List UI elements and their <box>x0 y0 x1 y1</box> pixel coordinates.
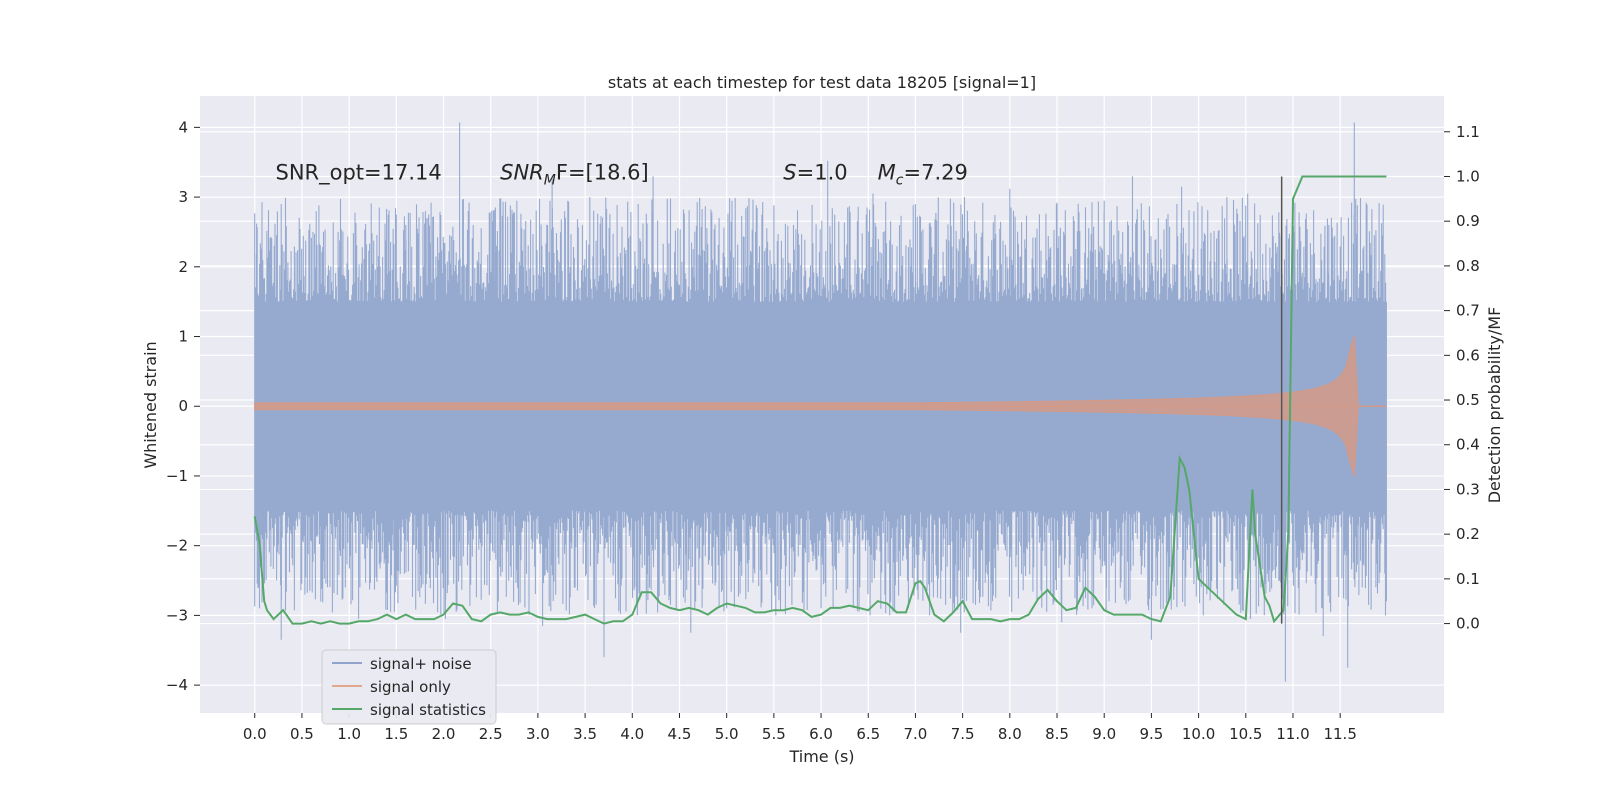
y-right-tick-label-3: 0.3 <box>1456 480 1480 498</box>
x-tick-label-0: 0.0 <box>243 725 267 743</box>
y-right-tick-label-1: 0.1 <box>1456 570 1480 588</box>
y-right-tick-label-7: 0.7 <box>1456 302 1480 320</box>
x-tick-label-11: 5.5 <box>762 725 786 743</box>
annotation-1-tail: F=[18.6] <box>556 161 649 185</box>
x-axis-label: Time (s) <box>788 747 854 766</box>
x-tick-label-22: 11.0 <box>1276 725 1309 743</box>
x-tick-label-23: 11.5 <box>1323 725 1356 743</box>
y-axis-label-right: Detection probability/MF <box>1485 307 1504 504</box>
y-right-tick-label-10: 1.0 <box>1456 167 1480 185</box>
annotation-1: SNRMF=[18.6] <box>500 161 649 189</box>
y-axis-label-left: Whitened strain <box>141 341 160 468</box>
y-right-tick-label-0: 0.0 <box>1456 615 1480 633</box>
y-tick-label-4: 0 <box>178 397 188 415</box>
x-tick-label-21: 10.5 <box>1229 725 1262 743</box>
x-tick-label-15: 7.5 <box>951 725 975 743</box>
y-tick-label-6: 2 <box>178 258 188 276</box>
annotation-3-main: M <box>878 161 896 185</box>
x-tick-label-13: 6.5 <box>856 725 880 743</box>
legend-label-signal: signal only <box>370 678 451 696</box>
y-axis-left: −4 −3 −2 −1 0 1 2 3 4 <box>166 118 200 694</box>
annotations: SNR_opt=17.14 SNRMF=[18.6] S=1.0 Mc=7.29 <box>276 161 968 189</box>
x-tick-label-1: 0.5 <box>290 725 314 743</box>
x-tick-label-6: 3.0 <box>526 725 550 743</box>
legend: signal+ noise signal only signal statist… <box>321 649 497 725</box>
annotation-2-main: S <box>783 161 796 185</box>
x-tick-label-7: 3.5 <box>573 725 597 743</box>
y-right-tick-label-9: 0.9 <box>1456 212 1480 230</box>
annotation-2: S=1.0 <box>783 161 847 185</box>
x-tick-label-17: 8.5 <box>1045 725 1069 743</box>
y-right-tick-label-4: 0.4 <box>1456 436 1480 454</box>
y-right-tick-label-11: 1.1 <box>1456 123 1480 141</box>
y-axis-right: 0.0 0.1 0.2 0.3 0.4 0.5 0.6 0.7 0.8 0.9 1.0 1.1 <box>1444 123 1480 633</box>
x-tick-label-19: 9.5 <box>1139 725 1163 743</box>
x-tick-label-3: 1.5 <box>384 725 408 743</box>
x-tick-label-10: 5.0 <box>715 725 739 743</box>
annotation-3-tail: =7.29 <box>904 161 968 185</box>
statistics-line <box>253 175 1387 625</box>
annotation-3: Mc=7.29 <box>878 161 968 189</box>
legend-label-stat: signal statistics <box>370 701 486 719</box>
annotation-2-tail: =1.0 <box>797 161 848 185</box>
y-right-tick-label-6: 0.6 <box>1456 346 1480 364</box>
legend-box <box>321 649 497 725</box>
x-tick-label-5: 2.5 <box>479 725 503 743</box>
y-tick-label-5: 1 <box>178 328 188 346</box>
legend-label-noise: signal+ noise <box>370 655 472 673</box>
x-tick-label-2: 1.0 <box>337 725 361 743</box>
annotation-1-main: SNR <box>500 161 544 185</box>
x-tick-label-12: 6.0 <box>809 725 833 743</box>
y-tick-label-2: −2 <box>166 537 188 555</box>
annotation-0: SNR_opt=17.14 <box>276 161 442 186</box>
y-tick-label-1: −3 <box>166 606 188 624</box>
y-tick-label-7: 3 <box>178 188 188 206</box>
x-tick-label-20: 10.0 <box>1182 725 1215 743</box>
x-tick-label-8: 4.0 <box>620 725 644 743</box>
statistics-trace <box>253 175 1387 625</box>
y-tick-label-8: 4 <box>178 118 188 136</box>
y-tick-label-0: −4 <box>166 676 188 694</box>
x-tick-label-4: 2.0 <box>432 725 456 743</box>
y-right-tick-label-8: 0.8 <box>1456 257 1480 275</box>
x-tick-label-14: 7.0 <box>904 725 928 743</box>
x-tick-label-18: 9.0 <box>1092 725 1116 743</box>
chart-title: stats at each timestep for test data 182… <box>608 73 1036 92</box>
x-tick-label-16: 8.0 <box>998 725 1022 743</box>
signal-trace <box>254 335 1387 478</box>
x-axis: 0.0 0.5 1.0 1.5 2.0 2.5 3.0 3.5 4.0 4.5 5.0 5.5 6.0 6… <box>243 713 1357 743</box>
annotation-3-sub: c <box>896 173 904 189</box>
x-tick-label-9: 4.5 <box>668 725 692 743</box>
y-right-tick-label-2: 0.2 <box>1456 525 1480 543</box>
annotation-1-sub: M <box>544 173 556 189</box>
y-right-tick-label-5: 0.5 <box>1456 391 1480 409</box>
annotation-0-main: SNR_opt=17.14 <box>276 161 442 186</box>
y-tick-label-3: −1 <box>166 467 188 485</box>
